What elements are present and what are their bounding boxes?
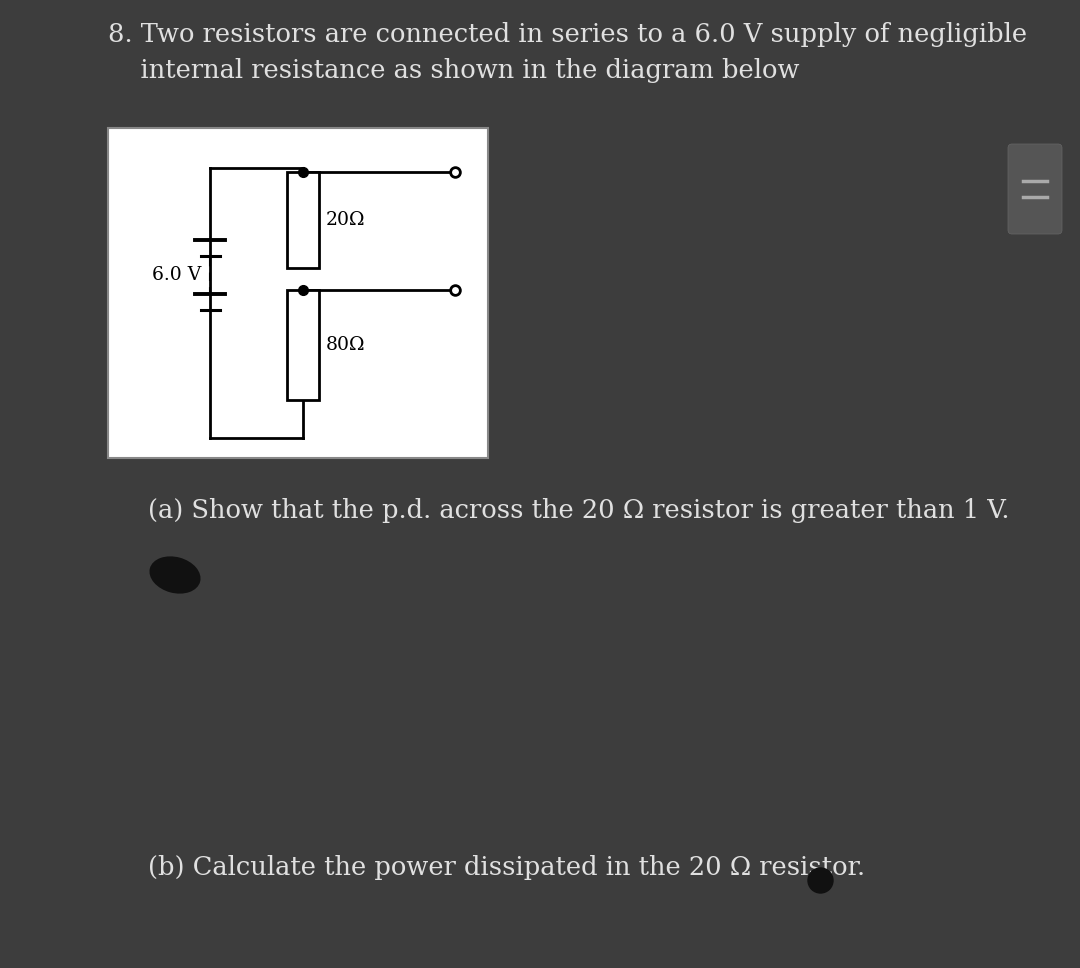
Bar (287, 172, 319, 268)
Text: 8. Two resistors are connected in series to a 6.0 V supply of negligible: 8. Two resistors are connected in series… (108, 22, 1027, 47)
Text: (b) Calculate the power dissipated in the 20 Ω resistor.: (b) Calculate the power dissipated in th… (148, 855, 865, 880)
FancyBboxPatch shape (1008, 144, 1062, 234)
Text: 6.0 V: 6.0 V (152, 266, 201, 284)
Text: 20Ω: 20Ω (326, 211, 365, 229)
Bar (108, 128, 488, 458)
Text: (a) Show that the p.d. across the 20 Ω resistor is greater than 1 V.: (a) Show that the p.d. across the 20 Ω r… (148, 498, 1010, 523)
Bar (287, 290, 319, 400)
Text: internal resistance as shown in the diagram below: internal resistance as shown in the diag… (108, 58, 799, 83)
Ellipse shape (149, 557, 201, 593)
Text: 80Ω: 80Ω (326, 336, 365, 354)
